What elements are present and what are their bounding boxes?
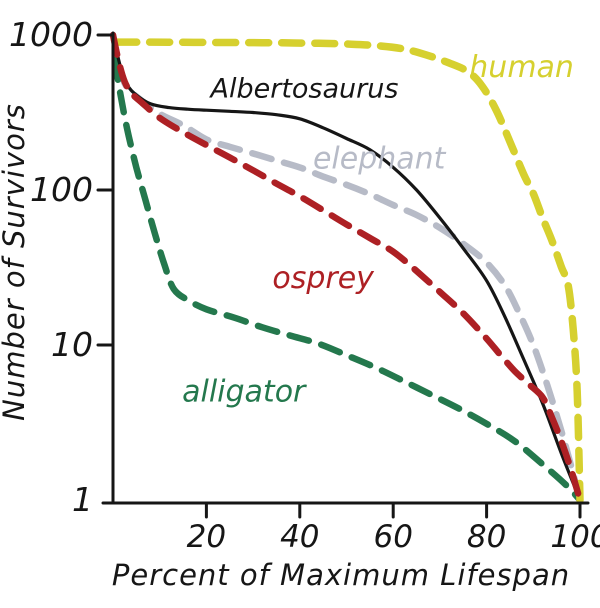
x-tick-label-20: 20 [187, 519, 226, 555]
series-label-albertosaurus: Albertosaurus [209, 73, 399, 104]
x-tick-label-40: 40 [280, 519, 319, 555]
curves-layer [109, 31, 584, 504]
y-tick-label-10: 10 [51, 325, 93, 364]
series-path-human [112, 38, 584, 504]
series-path-elephant [109, 31, 584, 504]
y-tick-label-1: 1 [72, 480, 93, 519]
series-path-albertosaurus [111, 33, 582, 502]
axis-layer: 1000 100 10 1 20 40 60 80 100 [9, 15, 600, 555]
series-label-alligator: alligator [182, 375, 307, 410]
axis-lines [101, 31, 590, 505]
y-axis-title: Number of Survivors [0, 103, 31, 421]
series-label-osprey: osprey [272, 261, 375, 296]
x-tick-label-80: 80 [467, 519, 506, 555]
x-tick-label-60: 60 [373, 519, 412, 555]
series-path-alligator [111, 56, 584, 504]
series-path-osprey [109, 31, 584, 504]
series-labels-layer: elephant alligator Albertosaurus human ospre… [182, 50, 574, 409]
x-tick-label-100: 100 [550, 519, 600, 555]
y-tick-label-100: 100 [30, 170, 93, 209]
series-label-elephant: elephant [313, 141, 447, 176]
y-tick-label-1000: 1000 [9, 15, 93, 54]
series-label-human: human [469, 50, 574, 85]
x-axis-title: Percent of Maximum Lifespan [112, 558, 570, 592]
